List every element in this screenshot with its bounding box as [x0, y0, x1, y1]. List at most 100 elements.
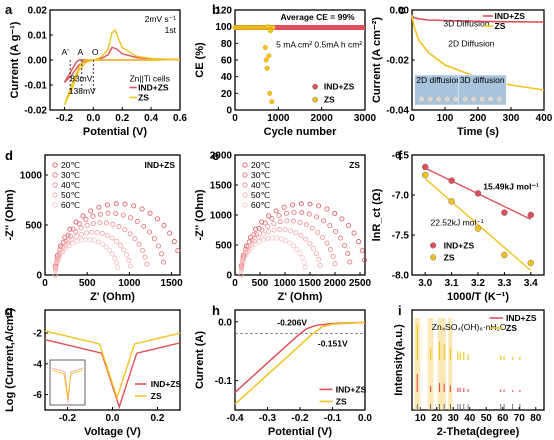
- legend-label-d: 30℃: [61, 170, 80, 180]
- eis-point-40℃: [90, 221, 96, 227]
- eis-point-40℃: [103, 220, 109, 226]
- eis-point-40℃: [59, 244, 65, 250]
- inset-sphere: [487, 95, 494, 103]
- ce-point-ZS: [266, 53, 272, 59]
- data-point-IND+ZS: [501, 209, 508, 216]
- annotation-c: 3D diffusion: [460, 75, 505, 85]
- legend-marker-d: [52, 202, 58, 208]
- legend-label-d: 40℃: [61, 180, 80, 190]
- eis-point-50℃: [266, 229, 272, 235]
- eis-point-60℃: [274, 235, 280, 241]
- eis-point-20℃: [67, 226, 73, 232]
- eis-point-30℃: [60, 239, 66, 245]
- eis-point-60℃: [302, 264, 308, 270]
- data-point-IND+ZS: [422, 163, 429, 171]
- eis-point-60℃: [83, 236, 89, 242]
- y-tick-label-b: 40: [221, 72, 233, 83]
- y-tick-label-a: 0.01: [28, 31, 48, 42]
- x-axis-label-g: Voltage (V): [84, 426, 141, 438]
- annotation-c: 2D Diffusion: [448, 38, 494, 48]
- legend-label-e: 30℃: [251, 170, 270, 180]
- legend-label-f: ZS: [444, 252, 455, 262]
- data-point-ZS: [501, 251, 508, 259]
- eis-point-50℃: [310, 245, 316, 251]
- x-axis-label-e: Z' (Ohm): [278, 291, 323, 303]
- y-tick-label-d: 1000: [20, 171, 43, 182]
- eis-point-30℃: [269, 216, 275, 222]
- x-tick-label-d: 1000: [118, 278, 141, 289]
- eis-point-30℃: [151, 236, 157, 242]
- eis-point-20℃: [113, 201, 119, 207]
- x-tick-label-a: 0.0: [86, 113, 100, 124]
- legend-label-e: 50℃: [251, 190, 270, 200]
- eis-point-50℃: [277, 226, 283, 232]
- annotation-b: Average CE = 99%: [281, 12, 356, 22]
- eis-point-20℃: [316, 203, 322, 209]
- eis-point-20℃: [259, 219, 265, 225]
- eis-point-60℃: [294, 246, 300, 252]
- eis-point-40℃: [84, 222, 90, 228]
- x-axis-label-d: Z' (Ohm): [90, 291, 135, 303]
- eis-point-60℃: [78, 237, 84, 243]
- eis-point-40℃: [290, 218, 296, 224]
- eis-point-60℃: [52, 267, 58, 273]
- eis-point-60℃: [265, 236, 271, 242]
- x-tick-label-h: -0.3: [259, 413, 277, 424]
- panel-letter-i: i: [398, 303, 402, 318]
- y-tick-label-d: 500: [25, 221, 42, 232]
- eis-point-50℃: [313, 251, 319, 257]
- y-tick-label-e: 1000: [210, 211, 233, 222]
- legend-marker-d: [52, 172, 58, 178]
- eis-point-20℃: [131, 203, 137, 209]
- eis-point-60℃: [53, 262, 59, 268]
- eis-point-50℃: [69, 237, 75, 243]
- inset-sphere: [418, 95, 425, 103]
- x-tick-label-b: 1000: [267, 113, 290, 124]
- legend-marker-d: [52, 162, 58, 168]
- eis-point-50℃: [73, 234, 79, 240]
- eis-point-60℃: [87, 237, 93, 243]
- annotation-i: Zn₄SO₄(OH)₆·nH₂O: [432, 322, 507, 332]
- eis-point-50℃: [99, 231, 105, 237]
- eis-point-30℃: [262, 220, 268, 226]
- eis-point-20℃: [351, 230, 357, 236]
- eis-point-60℃: [100, 241, 106, 247]
- x-tick-label-c: 400: [536, 113, 553, 124]
- panel-letter-c: c: [398, 2, 405, 17]
- y-tick-label-c: -0.04: [386, 106, 409, 117]
- eis-point-40℃: [144, 261, 150, 267]
- eis-point-60℃: [299, 255, 305, 261]
- annotation-c: 3D Diffusion: [443, 18, 489, 28]
- eis-point-50℃: [303, 236, 309, 242]
- eis-point-60℃: [113, 260, 119, 266]
- eis-point-60℃: [55, 258, 61, 264]
- eis-point-20℃: [167, 230, 173, 236]
- eis-point-30℃: [155, 243, 161, 249]
- legend-label-f: IND+ZS: [444, 240, 475, 250]
- data-point-ZS: [474, 225, 482, 232]
- y-tick-label-b: 20: [221, 89, 233, 100]
- eis-point-30℃: [57, 247, 63, 253]
- annotation-a: O: [92, 47, 99, 57]
- eis-point-30℃: [128, 215, 134, 221]
- eis-point-20℃: [154, 216, 160, 222]
- x-tick-label-e: 1500: [299, 278, 322, 289]
- eis-point-50℃: [89, 229, 95, 235]
- data-point-ZS: [422, 171, 429, 179]
- y-tick-label-c: 0.00: [390, 6, 410, 17]
- eis-point-40℃: [127, 231, 133, 237]
- series-line-ZS: [234, 321, 366, 405]
- y-tick-label-h: 0.0: [218, 317, 232, 328]
- eis-point-60℃: [287, 240, 293, 246]
- eis-point-30℃: [105, 210, 111, 216]
- y-tick-label-g: -2: [33, 329, 42, 340]
- legend-label-g: ZS: [151, 391, 162, 401]
- eis-point-40℃: [136, 241, 142, 247]
- eis-point-50℃: [282, 227, 288, 233]
- eis-point-40℃: [116, 224, 122, 230]
- eis-point-30℃: [299, 210, 305, 216]
- eis-point-40℃: [330, 253, 336, 259]
- y-tick-label-a: -0.02: [24, 106, 47, 117]
- legend-label-b: ZS: [324, 95, 335, 105]
- annotation-f: 22.52kJ mol⁻¹: [430, 217, 483, 227]
